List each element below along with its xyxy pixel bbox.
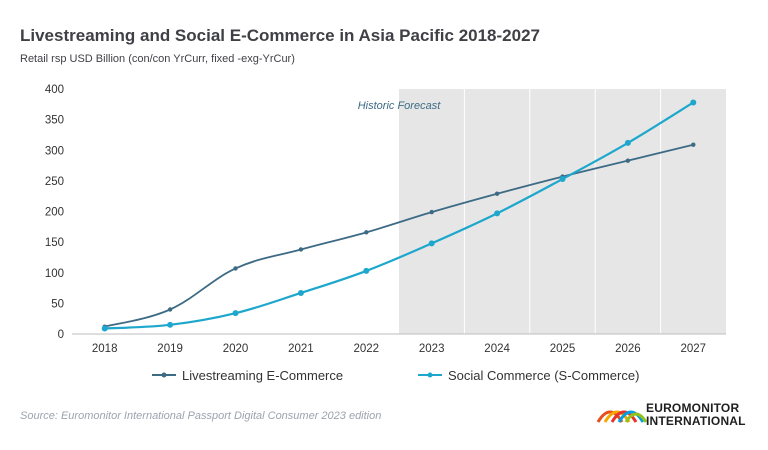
y-tick-label: 300 — [45, 145, 64, 157]
series-line-1 — [104, 143, 694, 328]
y-tick-label: 400 — [45, 84, 64, 96]
x-tick-label: 2019 — [157, 343, 183, 355]
data-point — [494, 191, 500, 196]
data-point — [624, 139, 631, 146]
legend-label: Social Commerce (S-Commerce) — [448, 368, 639, 383]
series-line-2 — [104, 101, 694, 330]
legend-marker — [427, 372, 433, 378]
data-point — [101, 325, 108, 332]
data-point — [690, 99, 697, 106]
data-point — [559, 176, 566, 183]
data-point — [428, 240, 435, 247]
x-tick-label: 2020 — [223, 343, 249, 355]
x-tick-label: 2022 — [354, 343, 380, 355]
logo-mark-icon — [596, 410, 648, 423]
data-point — [232, 310, 239, 317]
data-point — [364, 230, 369, 235]
x-tick-label: 2021 — [288, 343, 314, 355]
y-tick-label: 100 — [45, 268, 64, 280]
x-tick-label: 2027 — [681, 343, 707, 355]
legend-label: Livestreaming E-Commerce — [182, 368, 343, 383]
x-tick-label: 2024 — [484, 343, 510, 355]
data-point — [167, 321, 174, 328]
y-tick-label: 150 — [45, 237, 64, 249]
data-point — [691, 142, 696, 147]
data-point — [297, 289, 304, 296]
x-tick-label: 2018 — [92, 343, 118, 355]
chart-subtitle: Retail rsp USD Billion (con/con YrCurr, … — [20, 53, 295, 65]
x-tick-label: 2025 — [550, 343, 576, 355]
y-tick-label: 350 — [45, 115, 64, 127]
data-point — [167, 307, 173, 312]
forecast-region — [399, 89, 726, 334]
data-point — [363, 267, 370, 274]
y-tick-label: 0 — [58, 329, 64, 341]
data-point — [494, 210, 501, 217]
chart-title: Livestreaming and Social E-Commerce in A… — [20, 26, 540, 45]
logo-line1: EUROMONITOR — [646, 401, 740, 415]
data-point — [429, 209, 434, 215]
x-tick-label: 2026 — [615, 343, 641, 355]
data-point — [625, 158, 631, 163]
y-tick-label: 250 — [45, 176, 64, 188]
legend-marker — [161, 372, 167, 378]
logo-line2: INTERNATIONAL — [646, 414, 746, 428]
data-point — [233, 266, 238, 271]
y-tick-label: 50 — [51, 298, 64, 310]
x-tick-label: 2023 — [419, 343, 445, 355]
y-tick-label: 200 — [45, 207, 64, 219]
forecast-annotation: Historic Forecast — [358, 100, 441, 112]
data-point — [298, 247, 304, 252]
source-note: Source: Euromonitor International Passpo… — [20, 410, 382, 422]
